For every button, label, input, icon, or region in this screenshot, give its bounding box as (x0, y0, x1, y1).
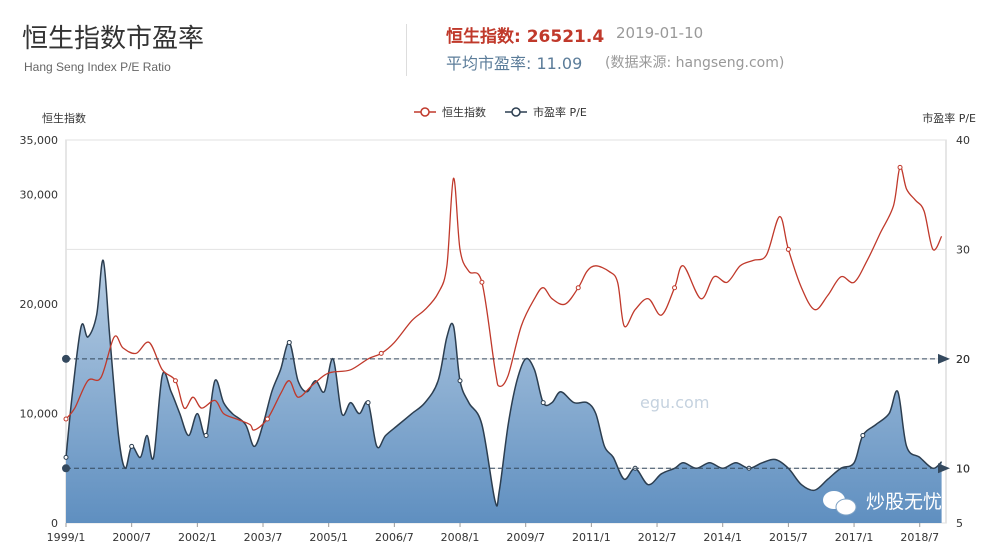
markline-label-20: 20 (956, 353, 970, 366)
pe-area (66, 260, 942, 523)
source-label: (数据来源: hangseng.com) (605, 55, 785, 71)
index-value-label: 恒生指数: 26521.4 (446, 27, 605, 47)
legend-marker-1 (511, 107, 521, 117)
x-tick-label: 2005/1 (309, 531, 348, 544)
x-tick-label: 2009/7 (506, 531, 545, 544)
x-tick-label: 2015/7 (769, 531, 808, 544)
left-tick-label: 35,000 (20, 134, 59, 147)
x-tick-label: 2006/7 (375, 531, 414, 544)
index-point (897, 164, 903, 170)
pe-point (540, 400, 546, 406)
x-tick-label: 2018/7 (900, 531, 939, 544)
wechat-icon-bubble-2 (835, 498, 857, 516)
x-tick-label: 2008/1 (441, 531, 480, 544)
markline-start-20 (62, 354, 70, 363)
chart-subtitle: Hang Seng Index P/E Ratio (24, 60, 171, 74)
chart-title: 恒生指数市盈率 (22, 24, 205, 54)
x-tick-label: 2000/7 (112, 531, 151, 544)
right-axis-title: 市盈率 P/E (922, 111, 976, 125)
x-tick-label: 2017/1 (835, 531, 874, 544)
pe-point (457, 378, 463, 384)
pe-point (63, 454, 69, 460)
right-tick-label: 30 (956, 243, 970, 256)
legend-label-0: 恒生指数 (442, 105, 486, 119)
header-divider (406, 24, 407, 76)
pe-line (65, 259, 943, 507)
index-point (63, 416, 69, 422)
x-tick-label: 2012/7 (638, 531, 677, 544)
index-point (479, 279, 485, 285)
pe-point (129, 443, 135, 449)
legend-label-1: 市盈率 P/E (533, 105, 587, 119)
left-axis-title: 恒生指数 (42, 111, 86, 125)
index-point (785, 246, 791, 252)
index-point (672, 285, 678, 291)
date-label: 2019-01-10 (616, 24, 704, 42)
index-point (264, 416, 270, 422)
markline-start-10 (62, 464, 70, 473)
x-tick-label: 1999/1 (47, 531, 86, 544)
index-point (575, 285, 581, 291)
right-tick-label: 10 (956, 462, 970, 475)
left-tick-label: 30,000 (20, 189, 59, 202)
index-point (172, 378, 178, 384)
left-tick-label: 0 (51, 517, 58, 530)
markline-arrow-20 (938, 353, 950, 364)
index-line (65, 166, 943, 431)
right-tick-label: 40 (956, 134, 970, 147)
pe-value-label: 平均市盈率: 11.09 (446, 54, 583, 73)
pe-point (860, 432, 866, 438)
index-point (378, 350, 384, 356)
pe-point (286, 339, 292, 345)
left-tick-label: 20,000 (20, 298, 59, 311)
pe-point (203, 432, 209, 438)
watermark-label: 炒股无忧 (866, 491, 942, 513)
x-tick-label: 2014/1 (703, 531, 742, 544)
right-tick-label: 20 (956, 353, 970, 366)
x-tick-label: 2002/1 (178, 531, 217, 544)
x-tick-label: 2003/7 (244, 531, 283, 544)
right-tick-label: 5 (956, 517, 963, 530)
markline-label-10: 10 (956, 462, 970, 475)
x-tick-label: 2011/1 (572, 531, 611, 544)
faint-watermark: egu.com (640, 393, 709, 412)
left-tick-label: 10,000 (20, 408, 59, 421)
pe-point (365, 400, 371, 406)
markline-arrow-10 (938, 463, 950, 474)
legend-marker-0 (420, 107, 430, 117)
